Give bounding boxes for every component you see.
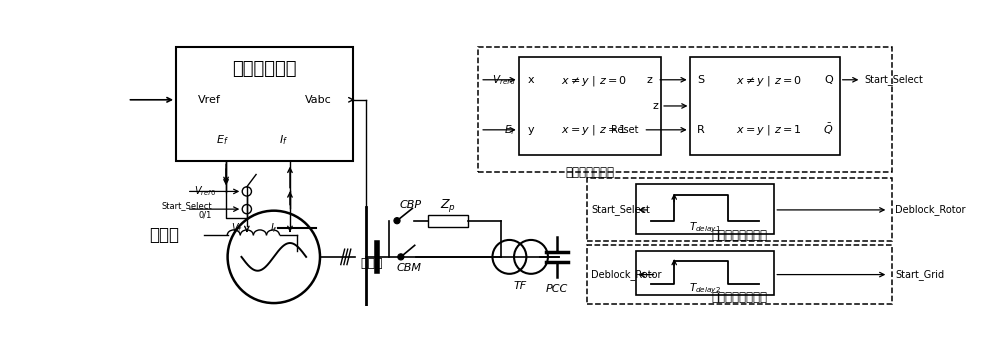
Circle shape — [394, 218, 400, 224]
Bar — [636, 251, 774, 295]
Text: 定子侧: 定子侧 — [360, 257, 383, 270]
Text: Start_Grid: Start_Grid — [895, 269, 944, 280]
Text: $E_f$: $E_f$ — [216, 133, 229, 147]
Bar — [587, 245, 892, 304]
Text: $I_f$: $I_f$ — [270, 221, 278, 235]
Text: 并网控制延时环节: 并网控制延时环节 — [712, 291, 768, 304]
Text: Start_Select: Start_Select — [864, 74, 923, 85]
Text: x: x — [528, 75, 535, 85]
Bar — [478, 47, 892, 172]
Text: 励磁控制系统: 励磁控制系统 — [232, 60, 297, 78]
Text: Q: Q — [825, 75, 834, 85]
Text: z: z — [652, 101, 658, 111]
Text: $Z_p$: $Z_p$ — [440, 197, 456, 214]
Text: R: R — [697, 125, 705, 135]
Bar — [428, 215, 468, 227]
Text: PCC: PCC — [546, 284, 568, 294]
Text: Start_Select: Start_Select — [162, 201, 212, 210]
Text: CBP: CBP — [400, 200, 422, 210]
Text: $V_f$: $V_f$ — [231, 221, 243, 235]
Text: Vabc: Vabc — [305, 95, 332, 105]
Text: S: S — [697, 75, 704, 85]
Text: TF: TF — [514, 281, 527, 291]
Text: Vref: Vref — [198, 95, 220, 105]
Text: z: z — [647, 75, 653, 85]
Text: $T_{delay2}$: $T_{delay2}$ — [689, 282, 721, 297]
Text: CBM: CBM — [396, 263, 421, 273]
Text: Deblock_Rotor: Deblock_Rotor — [895, 204, 966, 215]
Bar — [587, 178, 892, 241]
Text: Deblock_Rotor: Deblock_Rotor — [591, 269, 662, 280]
Text: $x \neq y\ |\ z = 0$: $x \neq y\ |\ z = 0$ — [561, 74, 627, 88]
Circle shape — [398, 254, 404, 260]
Text: $V_{ref0}$: $V_{ref0}$ — [194, 184, 216, 198]
Text: 转子延时解锁环节: 转子延时解锁环节 — [712, 229, 768, 242]
Bar — [690, 57, 840, 155]
Text: y: y — [528, 125, 535, 135]
Text: $x = y\ |\ z = 1$: $x = y\ |\ z = 1$ — [736, 123, 801, 137]
Text: $x \neq y\ |\ z = 0$: $x \neq y\ |\ z = 0$ — [736, 74, 801, 88]
Text: $V_{ref0}$: $V_{ref0}$ — [492, 73, 516, 87]
Bar — [636, 184, 774, 234]
Text: 0/1: 0/1 — [199, 210, 212, 219]
Text: Reset: Reset — [611, 125, 639, 135]
Text: $E_f$: $E_f$ — [504, 123, 516, 137]
Text: $x = y\ |\ z = 1$: $x = y\ |\ z = 1$ — [561, 123, 627, 137]
Text: $I_f$: $I_f$ — [279, 133, 288, 147]
Text: Start_Select: Start_Select — [591, 204, 650, 215]
Bar — [176, 47, 353, 161]
Text: $\bar{Q}$: $\bar{Q}$ — [823, 122, 834, 138]
Bar — [519, 57, 661, 155]
Text: 转子侧: 转子侧 — [149, 226, 179, 244]
Text: 电压匹配控制器: 电压匹配控制器 — [565, 166, 614, 179]
Text: $T_{delay1}$: $T_{delay1}$ — [689, 221, 721, 235]
